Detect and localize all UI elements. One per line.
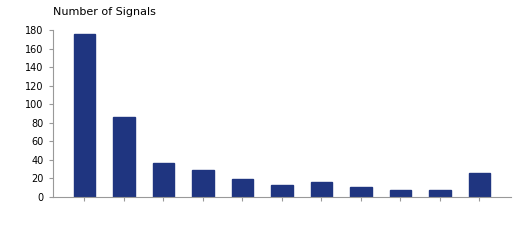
Bar xyxy=(310,182,333,197)
Bar xyxy=(469,173,490,197)
Bar xyxy=(113,117,135,197)
Bar xyxy=(389,190,412,197)
Bar xyxy=(231,179,253,197)
Bar xyxy=(350,187,372,197)
Text: Number of Signals: Number of Signals xyxy=(53,7,155,17)
Bar xyxy=(271,185,293,197)
Bar xyxy=(192,170,214,197)
Bar xyxy=(74,34,95,197)
Bar xyxy=(429,190,451,197)
Bar xyxy=(152,163,174,197)
